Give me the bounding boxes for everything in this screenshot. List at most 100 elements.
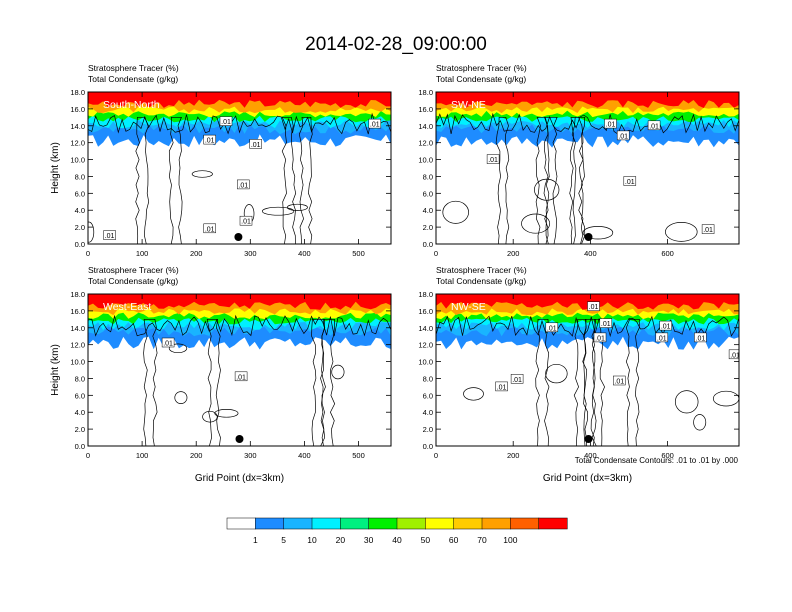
condensate-contours (88, 112, 391, 244)
svg-text:.01: .01 (512, 377, 522, 384)
field-title: Stratosphere Tracer (%) (436, 265, 527, 275)
tracer-field: .01 .01 .01 .01 .01 .01 .01 .01 .01 .01 .01 (436, 294, 739, 446)
field-title: Total Condensate (g/kg) (436, 276, 526, 286)
y-tick-label: 8.0 (75, 374, 85, 383)
svg-text:.01: .01 (105, 233, 115, 240)
y-tick-label: 12.0 (418, 341, 433, 350)
x-tick-label: 200 (507, 249, 520, 258)
y-tick-label: 14.0 (418, 122, 433, 131)
x-axis-label: Grid Point (dx=3km) (543, 473, 632, 484)
x-tick-label: 100 (136, 249, 149, 258)
svg-text:.01: .01 (488, 157, 498, 164)
svg-text:.01: .01 (606, 122, 616, 129)
svg-text:.01: .01 (595, 335, 605, 342)
colorbar-label: 60 (449, 535, 459, 545)
svg-text:.01: .01 (497, 384, 507, 391)
y-tick-label: 4.0 (75, 408, 85, 417)
svg-text:.01: .01 (589, 304, 599, 311)
y-tick-label: 16.0 (70, 307, 85, 316)
x-tick-label: 600 (661, 249, 674, 258)
colorbar-label: 20 (336, 535, 346, 545)
panel-nw-se: Stratosphere Tracer (%)Total Condensate … (418, 265, 740, 484)
contour-label: .01 (495, 381, 508, 391)
svg-text:.01: .01 (241, 219, 251, 226)
x-tick-label: 500 (352, 451, 365, 460)
location-marker (234, 233, 243, 241)
panel-frame (435, 91, 740, 245)
y-tick-label: 6.0 (423, 391, 433, 400)
tracer-field: .01 .01 .01 .01 .01 .01 .01 .01 (88, 92, 391, 244)
contour-label: .01 (613, 375, 626, 386)
colorbar-swatch (481, 517, 511, 530)
x-tick-label: 400 (298, 451, 311, 460)
svg-text:.01: .01 (205, 138, 215, 145)
svg-text:.01: .01 (547, 325, 557, 332)
svg-text:.01: .01 (625, 179, 635, 186)
contour-label: .01 (510, 374, 524, 384)
contour-label: .01 (587, 301, 600, 311)
x-tick-label: 0 (86, 249, 90, 258)
tracer-field: .01 .01 (88, 294, 391, 446)
condensate-contours (88, 314, 391, 446)
tracer-field: .01.01.01.01.01.01 (436, 92, 739, 244)
x-tick-label: 500 (352, 249, 365, 258)
figure-title: 2014-02-28_09:00:00 (305, 34, 487, 55)
contour-label: .01 (616, 130, 630, 140)
contour-label: .01 (237, 179, 250, 189)
x-tick-label: 0 (434, 249, 438, 258)
y-tick-label: 8.0 (75, 172, 85, 181)
contour-label: .01 (234, 371, 248, 381)
y-tick-label: 16.0 (418, 105, 433, 114)
contour-label: .01 (203, 223, 216, 233)
panel-frame (435, 293, 740, 447)
panel-south-north: Stratosphere Tracer (%)Total Condensate … (50, 63, 392, 258)
colorbar-swatch (368, 517, 398, 530)
y-tick-label: 6.0 (75, 189, 85, 198)
panels: Stratosphere Tracer (%)Total Condensate … (50, 63, 740, 484)
y-tick-label: 4.0 (75, 206, 85, 215)
y-tick-label: 2.0 (423, 425, 433, 434)
field-title: Stratosphere Tracer (%) (88, 63, 179, 73)
y-tick-label: 10.0 (70, 156, 85, 165)
y-tick-label: 16.0 (418, 307, 433, 316)
contour-label: .01 (655, 332, 669, 342)
field-title: Stratosphere Tracer (%) (88, 265, 179, 275)
contour-label: .01 (701, 224, 715, 234)
colorbar-swatch (283, 517, 313, 530)
contour-label: .01 (203, 134, 216, 145)
field-title: Total Condensate (g/kg) (436, 74, 526, 84)
x-tick-label: 400 (298, 249, 311, 258)
contour-label: .01 (103, 230, 116, 240)
y-tick-label: 14.0 (70, 122, 85, 131)
panel-frame (87, 293, 392, 447)
y-tick-label: 4.0 (423, 408, 433, 417)
x-tick-label: 200 (507, 451, 520, 460)
colorbar-label: 40 (392, 535, 402, 545)
colorbar: 1 5 10 20 30 40 50 60 70 100 (226, 517, 568, 545)
svg-text:.01: .01 (703, 227, 713, 234)
x-tick-label: 400 (584, 451, 597, 460)
colorbar-label: 1 (253, 535, 258, 545)
location-marker (584, 233, 593, 241)
x-tick-label: 300 (244, 451, 257, 460)
y-tick-label: 18.0 (418, 88, 433, 97)
svg-text:.01: .01 (661, 324, 671, 331)
panel-west-east: Stratosphere Tracer (%)Total Condensate … (50, 265, 392, 484)
svg-text:.01: .01 (238, 182, 248, 189)
panel-label: NW-SE (451, 301, 486, 313)
x-tick-label: 600 (661, 451, 674, 460)
svg-text:.01: .01 (649, 123, 659, 130)
contour-label: .01 (161, 337, 175, 348)
svg-text:.01: .01 (163, 341, 173, 348)
svg-text:.01: .01 (696, 335, 706, 342)
svg-text:.01: .01 (618, 133, 628, 140)
colorbar-swatch (340, 517, 370, 530)
condensate-contours (436, 315, 739, 446)
colorbar-swatch (311, 517, 341, 530)
x-tick-label: 100 (136, 451, 149, 460)
contour-label: .01 (545, 322, 559, 332)
y-axis-label: Height (km) (50, 344, 61, 396)
y-tick-label: 10.0 (418, 358, 433, 367)
colorbar-label: 30 (364, 535, 374, 545)
y-tick-label: 2.0 (75, 425, 85, 434)
